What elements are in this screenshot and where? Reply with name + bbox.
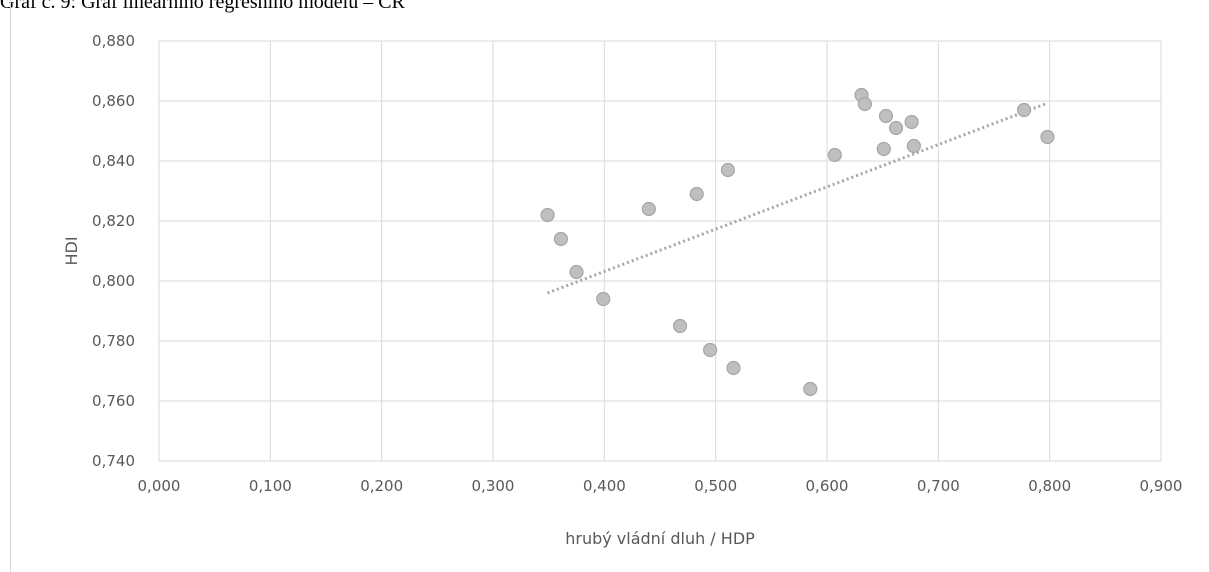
data-point <box>906 138 921 154</box>
y-tick-label: 0,820 <box>92 212 135 230</box>
x-axis-ticks: 0,000 0,100 0,200 0,300 0,400 0,500 0,600 0,700… <box>138 477 1183 495</box>
data-point <box>857 96 872 112</box>
y-tick-label: 0,760 <box>92 392 135 410</box>
data-point <box>876 141 891 157</box>
x-tick-label: 0,900 <box>1140 477 1183 495</box>
data-point <box>888 120 904 136</box>
x-tick-label: 0,700 <box>917 477 960 495</box>
x-tick-label: 0,400 <box>583 477 626 495</box>
data-point <box>827 147 842 163</box>
x-tick-label: 0,600 <box>806 477 849 495</box>
data-point <box>540 207 555 223</box>
data-point <box>878 108 894 124</box>
y-tick-label: 0,740 <box>92 452 135 470</box>
x-tick-label: 0,100 <box>249 477 292 495</box>
data-points <box>540 87 1055 397</box>
data-point <box>672 318 688 334</box>
chart-frame <box>10 0 1209 572</box>
data-point <box>689 186 704 202</box>
y-tick-label: 0,800 <box>92 272 135 290</box>
x-tick-label: 0,300 <box>472 477 515 495</box>
data-point <box>803 381 818 397</box>
data-point <box>641 201 656 217</box>
x-axis-title: hrubý vládní dluh / HDP <box>565 529 755 548</box>
y-axis-title: HDI <box>62 236 81 265</box>
gridlines <box>158 40 1162 462</box>
y-tick-label: 0,780 <box>92 332 135 350</box>
data-point <box>596 291 611 307</box>
y-tick-label: 0,880 <box>92 32 135 50</box>
data-point <box>720 162 736 178</box>
x-tick-label: 0,000 <box>138 477 181 495</box>
data-point <box>1040 129 1055 145</box>
x-tick-label: 0,500 <box>694 477 737 495</box>
data-point <box>553 231 569 247</box>
x-tick-label: 0,200 <box>360 477 403 495</box>
y-axis-ticks: 0,740 0,760 0,780 0,800 0,820 0,840 0,860 0,880 <box>92 32 135 470</box>
trendline <box>547 102 1046 295</box>
y-tick-label: 0,860 <box>92 92 135 110</box>
data-point <box>904 114 919 130</box>
data-point <box>569 264 584 280</box>
chart-caption: Graf č. 9: Graf lineárního regresního mo… <box>0 0 405 13</box>
x-tick-label: 0,800 <box>1028 477 1071 495</box>
data-point <box>702 342 718 358</box>
data-point <box>1016 102 1032 118</box>
data-point <box>726 360 741 376</box>
y-tick-label: 0,840 <box>92 152 135 170</box>
